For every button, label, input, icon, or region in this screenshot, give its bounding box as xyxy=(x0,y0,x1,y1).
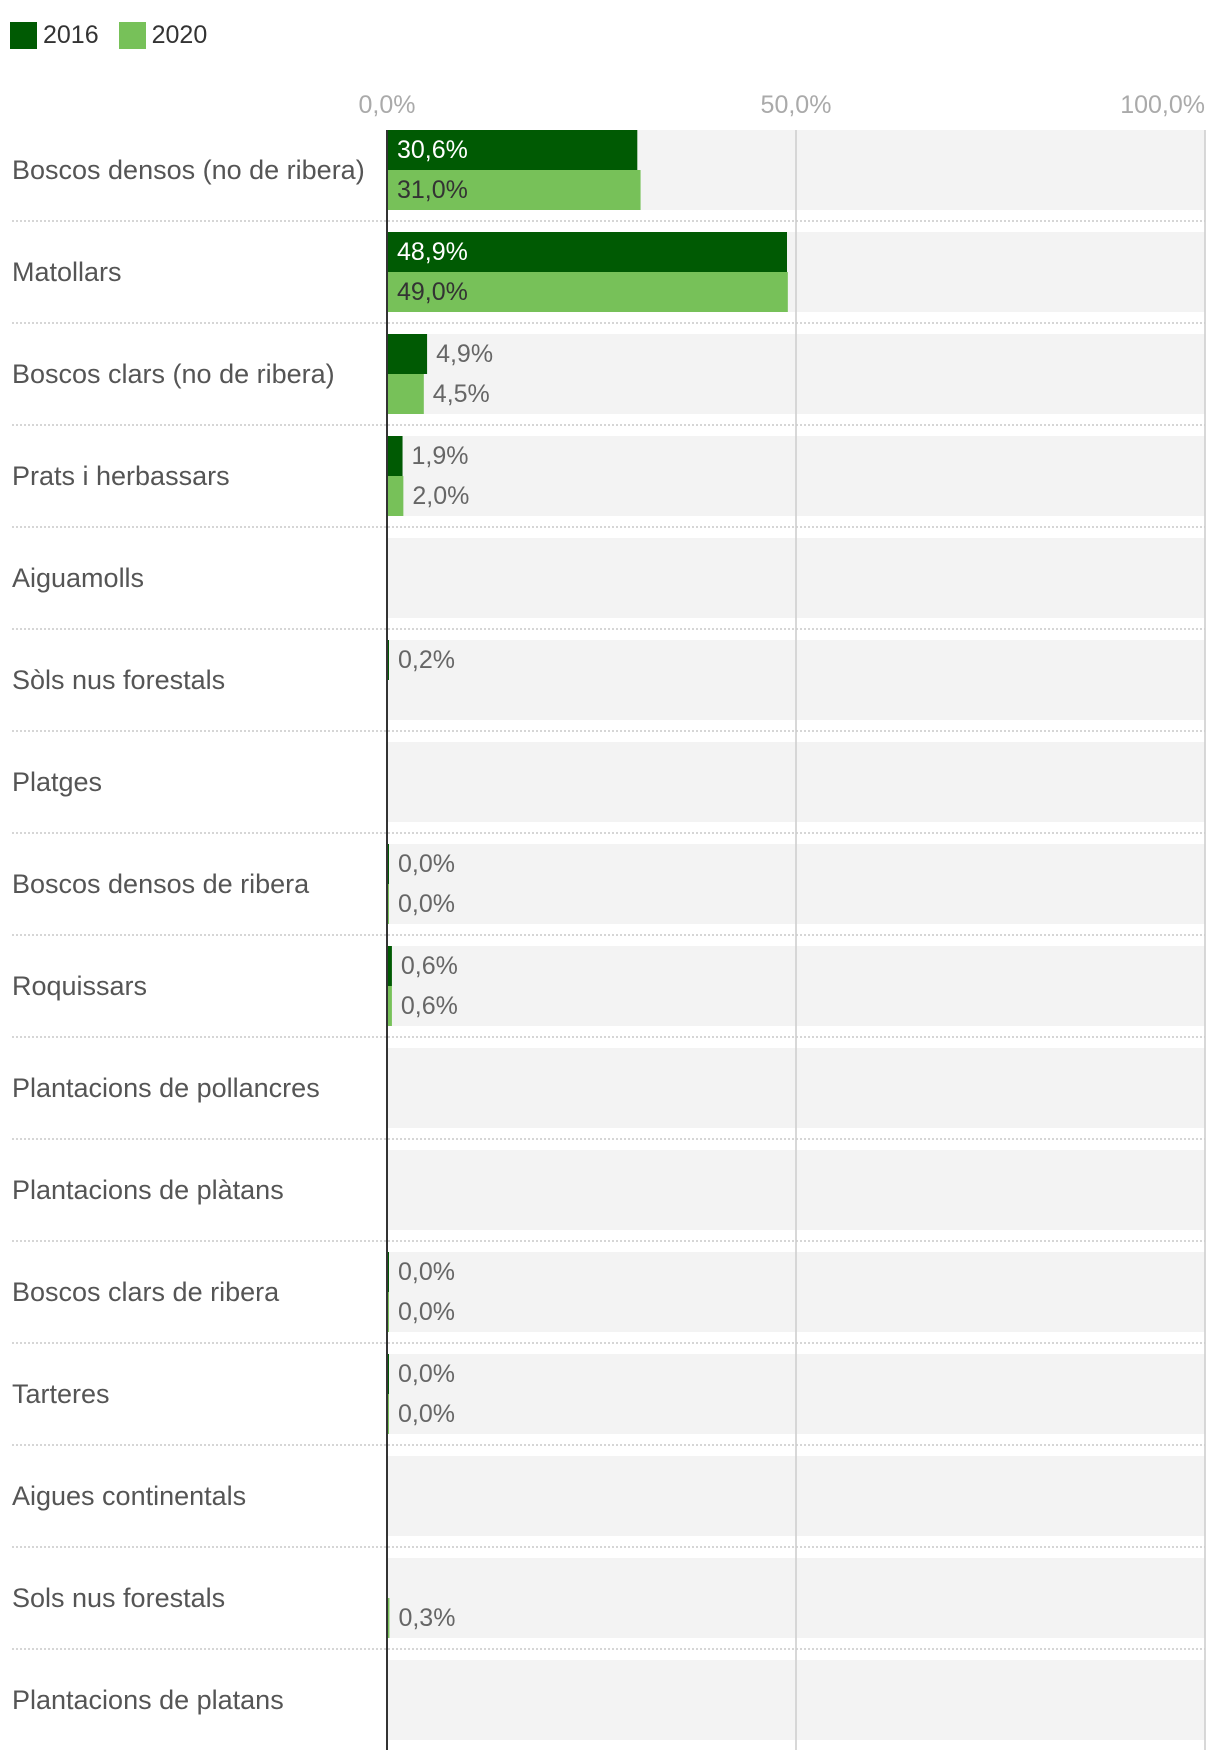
data-label-2016: 0,0% xyxy=(398,1360,455,1388)
data-label-2020: 0,0% xyxy=(398,1400,455,1428)
bar-2020 xyxy=(387,272,788,312)
data-label-2016: 0,0% xyxy=(398,850,455,878)
category-label: Tarteres xyxy=(12,1379,110,1409)
category-label: Boscos clars de ribera xyxy=(12,1277,280,1307)
category-label: Plantacions de pollancres xyxy=(12,1073,320,1103)
x-tick-label: 50,0% xyxy=(761,91,832,119)
bar-2016 xyxy=(387,232,788,272)
data-label-2020: 49,0% xyxy=(397,278,468,306)
bar-2016 xyxy=(387,946,392,986)
data-label-2020: 0,6% xyxy=(401,992,458,1020)
legend-label-2020: 2020 xyxy=(151,20,208,49)
category-label: Prats i herbassars xyxy=(12,461,230,491)
data-label-2020: 4,5% xyxy=(433,380,490,408)
data-label-2020: 0,0% xyxy=(398,890,455,918)
data-label-2020: 31,0% xyxy=(397,176,468,204)
legend: 2016 2020 xyxy=(10,20,227,50)
bar-2016 xyxy=(387,436,403,476)
data-label-2016: 30,6% xyxy=(397,136,468,164)
data-label-2016: 0,0% xyxy=(398,1258,455,1286)
bar-2016 xyxy=(387,334,428,374)
data-label-2020: 2,0% xyxy=(412,482,469,510)
category-label: Boscos densos de ribera xyxy=(12,869,310,899)
category-label: Aigues continentals xyxy=(12,1481,246,1511)
category-label: Matollars xyxy=(12,257,122,287)
bar-2020 xyxy=(387,1598,390,1638)
category-label: Sols nus forestals xyxy=(12,1583,225,1613)
data-label-2016: 48,9% xyxy=(397,238,468,266)
category-label: Platges xyxy=(12,767,102,797)
data-label-2020: 0,3% xyxy=(398,1604,455,1632)
bar-2020 xyxy=(387,170,641,210)
category-label: Plantacions de platans xyxy=(12,1685,284,1715)
data-label-2016: 0,2% xyxy=(398,646,455,674)
category-label: Plantacions de plàtans xyxy=(12,1175,284,1205)
bar-2020 xyxy=(387,476,404,516)
category-label: Boscos densos (no de ribera) xyxy=(12,155,365,185)
data-label-2020: 0,0% xyxy=(398,1298,455,1326)
legend-item-2020: 2020 xyxy=(118,20,208,50)
category-label: Boscos clars (no de ribera) xyxy=(12,359,335,389)
legend-swatch-2016 xyxy=(10,21,37,49)
legend-label-2016: 2016 xyxy=(43,20,99,49)
data-label-2016: 0,6% xyxy=(401,952,458,980)
category-label: Sòls nus forestals xyxy=(12,665,225,695)
bar-2020 xyxy=(387,986,392,1026)
data-label-2016: 4,9% xyxy=(436,340,493,368)
x-tick-label: 0,0% xyxy=(359,91,416,119)
legend-item-2016: 2016 xyxy=(10,21,99,50)
bar-2016 xyxy=(387,130,638,170)
legend-swatch-2020 xyxy=(118,21,146,49)
category-label: Roquissars xyxy=(12,971,147,1001)
category-label: Aiguamolls xyxy=(12,563,144,593)
bar-2020 xyxy=(387,374,424,414)
x-tick-label: 100,0% xyxy=(1120,91,1205,119)
data-label-2016: 1,9% xyxy=(412,442,469,470)
